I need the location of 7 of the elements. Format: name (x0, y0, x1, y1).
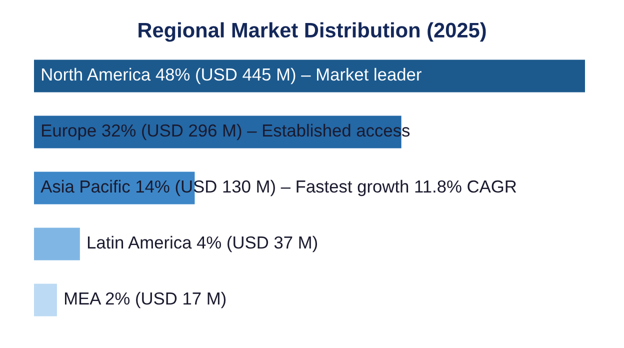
data-label: MEA 2% (USD 17 M) (64, 292, 226, 308)
bar (34, 284, 57, 316)
data-label: North America 48% (USD 445 M) – Market leader (42, 68, 422, 84)
data-label: Latin America 4% (USD 37 M) (88, 236, 318, 252)
bar (34, 60, 585, 92)
bar (34, 228, 80, 260)
chart-title: Regional Market Distribution (2025) (138, 22, 486, 42)
